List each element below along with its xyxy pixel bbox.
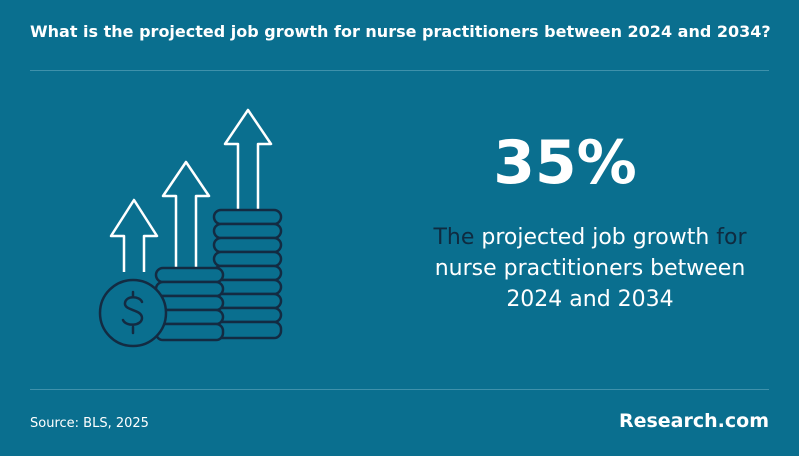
divider xyxy=(30,389,769,390)
question: What is the projected job growth for nur… xyxy=(30,22,771,41)
dollar-sign xyxy=(121,290,144,335)
divider xyxy=(30,70,769,71)
stat-value: 35% xyxy=(493,128,637,198)
arrow xyxy=(161,160,211,268)
desc-highlight: projected job growth xyxy=(481,225,710,250)
desc-text: for xyxy=(716,225,747,250)
desc-text: The xyxy=(433,225,475,250)
desc-highlight: nurse practitioners between xyxy=(434,256,746,281)
source: Source: BLS, 2025 xyxy=(30,416,149,431)
growth-icon xyxy=(98,108,283,348)
arrow xyxy=(109,198,159,272)
brand-logo: Research.com xyxy=(618,410,769,432)
coin-stack xyxy=(98,208,283,348)
arrow xyxy=(223,108,273,210)
desc-highlight: 2024 and 2034 xyxy=(506,287,674,312)
stat-description: The projected job growth for nurse pract… xyxy=(410,222,770,315)
